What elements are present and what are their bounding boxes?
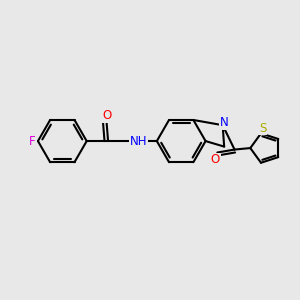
- Text: F: F: [29, 135, 36, 148]
- Text: N: N: [220, 116, 228, 129]
- Text: O: O: [102, 109, 111, 122]
- Text: S: S: [259, 122, 266, 134]
- Text: O: O: [210, 154, 220, 166]
- Text: NH: NH: [130, 135, 147, 148]
